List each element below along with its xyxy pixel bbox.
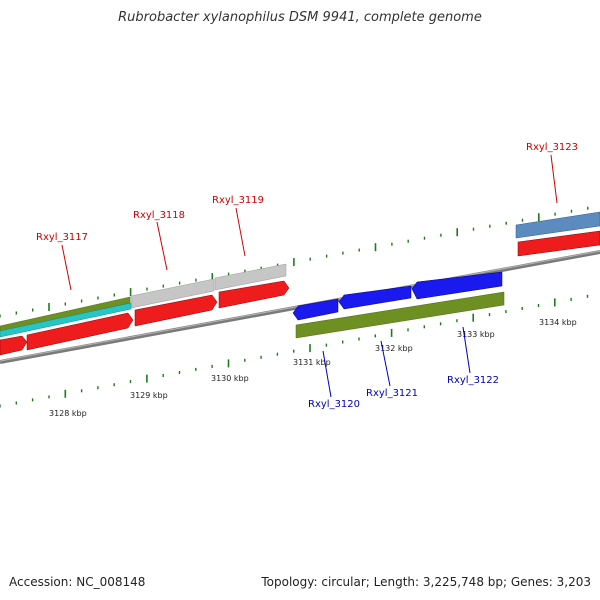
cds-arrow-red-3117[interactable] [26,312,134,351]
map-title: Rubrobacter xylanophilus DSM 9941, compl… [118,10,482,25]
reverse-cds-track [292,271,503,321]
gene-label-3123[interactable]: Rxyl_3123 [526,142,578,153]
leader-line-3122 [462,326,471,374]
cds-arrow-blue-3120[interactable] [292,298,339,321]
cds-arrow-blue-3122[interactable] [411,271,503,300]
gene-label-3118[interactable]: Rxyl_3118 [133,210,185,221]
gene-label-3119[interactable]: Rxyl_3119 [212,195,264,206]
gene-label-3120[interactable]: Rxyl_3120 [308,399,360,410]
kbp-labels: 3128 kbp 3129 kbp 3130 kbp 3131 kbp 3132… [49,318,577,418]
cds-arrow-red-3119[interactable] [218,280,290,309]
forward-gene-track [0,211,600,338]
gene-bar-olive-reverse[interactable] [295,291,505,339]
kbp-label: 3129 kbp [130,391,168,400]
forward-tick-ruler [0,206,589,318]
reverse-tick-ruler [0,294,589,408]
leader-line-3120 [322,350,332,398]
gene-labels: Rxyl_3117 Rxyl_3118 Rxyl_3119 Rxyl_3120 … [36,142,578,410]
leader-line-3119 [235,207,246,257]
cds-arrow-red-3118[interactable] [134,294,218,327]
gene-label-3117[interactable]: Rxyl_3117 [36,232,88,243]
cds-arrow-red-3123[interactable] [517,230,600,257]
gene-leader-lines [61,154,558,398]
gene-bar-gray-3119[interactable] [214,263,287,291]
leader-line-3118 [156,221,168,271]
leader-line-3117 [61,244,72,291]
kbp-label: 3132 kbp [375,344,413,353]
gene-bar-cyan-forward [0,302,132,338]
kbp-label: 3131 kbp [293,358,331,367]
kbp-label: 3134 kbp [539,318,577,327]
kbp-label: 3133 kbp [457,330,495,339]
forward-cds-track [0,230,600,356]
leader-line-3121 [380,340,391,387]
kbp-label: 3128 kbp [49,409,87,418]
gene-label-3122[interactable]: Rxyl_3122 [447,375,499,386]
cds-arrow-red-left[interactable] [0,335,28,356]
genome-summary: Topology: circular; Length: 3,225,748 bp… [261,575,591,589]
kbp-label: 3130 kbp [211,374,249,383]
accession-label: Accession: NC_008148 [9,575,146,589]
gene-bar-steelblue-3123[interactable] [515,211,600,239]
leader-line-3123 [550,154,558,204]
cds-arrow-blue-3121[interactable] [338,285,412,310]
gene-label-3121[interactable]: Rxyl_3121 [366,388,418,399]
